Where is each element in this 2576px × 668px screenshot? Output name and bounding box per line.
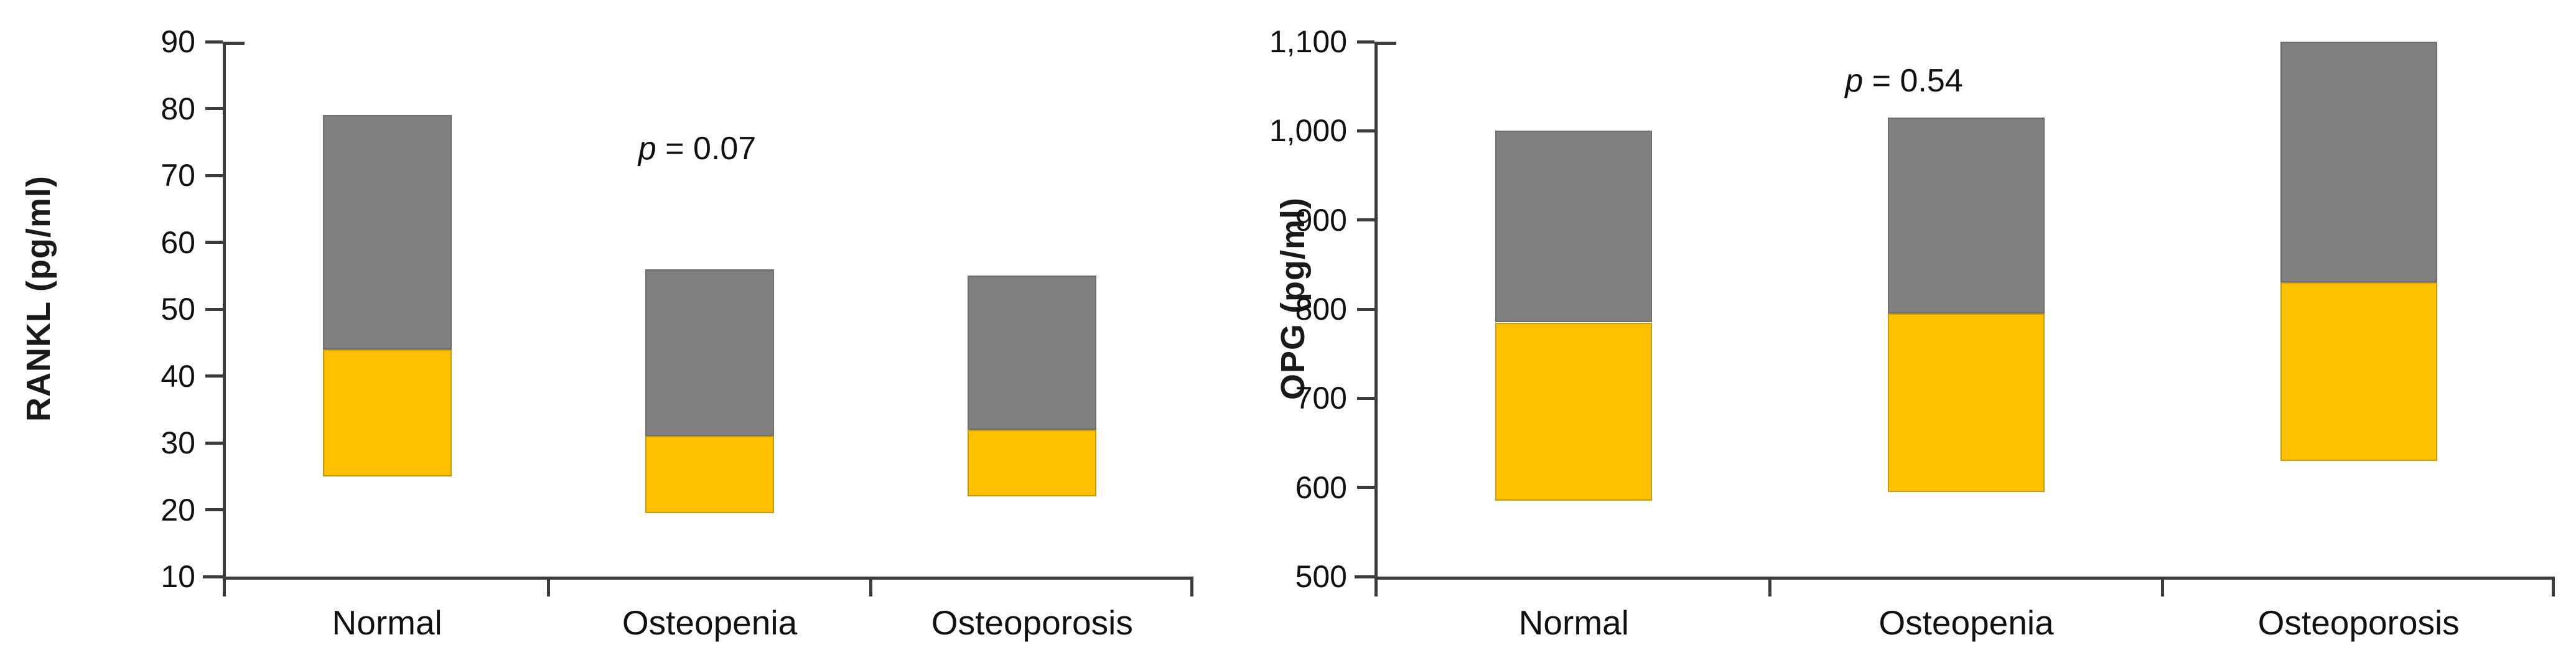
- rankl-y-tick-mark: [205, 374, 223, 378]
- rankl-x-tick-mark: [546, 577, 550, 596]
- opg-category-label-osteoporosis: Osteoporosis: [2257, 603, 2460, 642]
- rankl-bar-2-lower-segment: [968, 429, 1097, 496]
- rankl-y-tick-label: 90: [161, 24, 195, 59]
- opg-category-label-osteopenia: Osteopenia: [1878, 603, 2054, 642]
- opg-bar-0-lower-segment: [1495, 322, 1653, 501]
- opg-x-tick-mark: [1768, 577, 1772, 596]
- opg-y-tick-mark: [1357, 307, 1374, 311]
- rankl-y-axis-lower-extension: [223, 577, 226, 596]
- rankl-x-tick-mark: [1190, 577, 1193, 596]
- rankl-y-tick-mark: [205, 40, 223, 44]
- opg-y-tick-mark: [1357, 396, 1374, 400]
- opg-y-tick-mark: [1357, 40, 1374, 44]
- rankl-x-axis-overhang: [203, 575, 223, 578]
- opg-y-tick-label: 600: [1295, 470, 1347, 505]
- rankl-y-tick-label: 30: [161, 425, 195, 460]
- rankl-x-tick-mark: [869, 577, 873, 596]
- rankl-y-axis-end-tick: [226, 42, 245, 45]
- opg-bar-2-lower-segment: [2280, 282, 2437, 461]
- opg-p-value-annotation: p = 0.54: [1845, 62, 1962, 100]
- rankl-bar-2-upper-segment: [968, 276, 1097, 430]
- opg-y-tick-label: 1,100: [1269, 24, 1347, 59]
- rankl-y-tick-mark: [205, 174, 223, 177]
- rankl-p-value-annotation: p = 0.07: [638, 130, 756, 167]
- rankl-y-tick-mark: [205, 441, 223, 445]
- opg-y-tick-mark: [1357, 218, 1374, 222]
- rankl-p-symbol: p: [638, 131, 656, 167]
- opg-bar-2-upper-segment: [2280, 42, 2437, 282]
- opg-bar-1-upper-segment: [1887, 117, 2045, 314]
- rankl-y-tick-label: 60: [161, 225, 195, 260]
- opg-bar-1-lower-segment: [1887, 313, 2045, 492]
- opg-y-tick-label: 800: [1295, 292, 1347, 327]
- opg-y-axis-lower-extension: [1374, 577, 1378, 596]
- opg-y-axis-end-tick: [1378, 42, 1396, 45]
- rankl-p-value-text: = 0.07: [656, 131, 757, 167]
- rankl-y-tick-mark: [205, 241, 223, 244]
- opg-p-value-text: = 0.54: [1863, 63, 1963, 100]
- rankl-bar-1-lower-segment: [645, 436, 775, 513]
- opg-plot-area: 1,100 1,000 900 800 700 600 500 Normal Osteopeni…: [1269, 24, 2555, 642]
- opg-bar-0-upper-segment: [1495, 131, 1653, 323]
- rankl-y-tick-mark: [205, 107, 223, 110]
- opg-p-symbol: p: [1845, 63, 1864, 100]
- rankl-category-label-osteopenia: Osteopenia: [622, 603, 798, 642]
- opg-y-tick-label: 500: [1295, 559, 1347, 594]
- rankl-y-tick-label: 50: [161, 292, 195, 327]
- opg-x-tick-mark: [2552, 577, 2555, 596]
- opg-category-label-normal: Normal: [1518, 603, 1629, 642]
- rankl-y-tick-mark: [205, 508, 223, 511]
- rankl-category-label-osteoporosis: Osteoporosis: [931, 603, 1133, 642]
- rankl-y-tick-mark: [205, 307, 223, 311]
- rankl-y-tick-label: 80: [161, 91, 195, 126]
- rankl-bar-1-upper-segment: [645, 269, 775, 437]
- rankl-bar-0-lower-segment: [322, 349, 452, 476]
- rankl-y-axis-title: RANKL (pg/ml): [20, 175, 57, 422]
- opg-x-tick-mark: [2160, 577, 2164, 596]
- opg-y-tick-mark: [1357, 129, 1374, 132]
- opg-y-tick-label: 900: [1295, 202, 1347, 238]
- rankl-y-tick-label: 40: [161, 358, 195, 394]
- rankl-y-tick-label: 20: [161, 492, 195, 527]
- rankl-chart: RANKL (pg/ml) 90 80 70 60 50 40 30 20 10 Normal Os…: [0, 0, 1238, 668]
- rankl-bar-0-upper-segment: [322, 115, 452, 350]
- rankl-y-tick-label: 10: [161, 559, 195, 594]
- opg-y-tick-label: 700: [1295, 381, 1347, 416]
- rankl-plot-area: 90 80 70 60 50 40 30 20 10 Normal Osteopenia Osteop…: [161, 24, 1193, 642]
- opg-y-tick-label: 1,000: [1269, 113, 1347, 149]
- opg-x-axis-overhang: [1355, 575, 1374, 578]
- rankl-y-tick-label: 70: [161, 158, 195, 193]
- opg-y-tick-mark: [1357, 486, 1374, 489]
- opg-chart: OPG (pg/ml) 1,100 1,000 900 800 700 600 500 Nor…: [1238, 0, 2576, 668]
- rankl-category-label-normal: Normal: [332, 603, 442, 642]
